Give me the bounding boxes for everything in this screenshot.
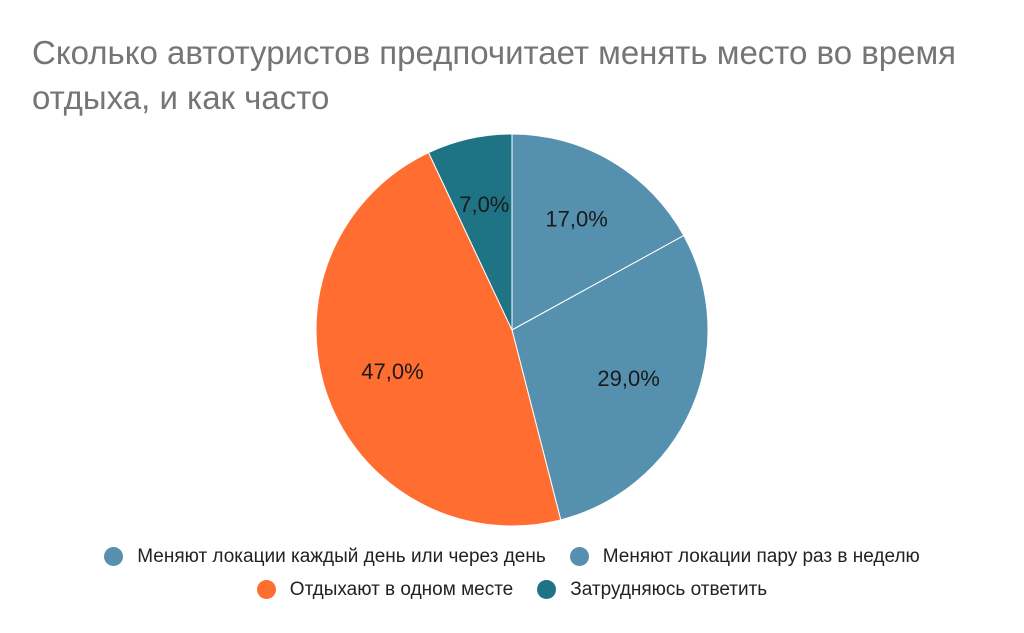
legend-marker-undecided [537, 580, 557, 599]
legend-item-daily: Меняют локации каждый день или через ден… [104, 546, 546, 568]
legend-label-one-place: Отдыхают в одном месте [289, 578, 514, 600]
pie-slice-daily [511, 133, 685, 331]
legend-item-one-place: Отдыхают в одном месте [256, 578, 514, 601]
pie-chart: 17,0% 29,0% 47,0% 7,0% [315, 133, 709, 527]
legend-marker-weekly [569, 547, 589, 566]
legend: Меняют локации каждый день или через ден… [0, 540, 1024, 606]
legend-label-weekly: Меняют локации пару раз в неделю [602, 545, 920, 567]
legend-marker-one-place [256, 580, 276, 599]
slice-value-label-weekly: 29,0% [597, 366, 659, 391]
slice-value-label-undecided: 7,0% [459, 192, 509, 217]
pie-slice-undecided [427, 133, 513, 331]
legend-item-undecided: Затрудняюсь ответить [537, 579, 767, 601]
legend-label-daily: Меняют локации каждый день или через ден… [137, 545, 546, 567]
legend-row-2: Отдыхают в одном месте Затрудняюсь ответ… [0, 573, 1024, 606]
pie-slice-one-place [315, 151, 562, 527]
legend-label-undecided: Затрудняюсь ответить [570, 578, 768, 600]
legend-item-weekly: Меняют локации пару раз в неделю [569, 545, 920, 568]
chart-title: Сколько автотуристов предпочитает менять… [32, 34, 957, 116]
legend-marker-daily [104, 547, 124, 566]
slice-value-label-one-place: 47,0% [361, 359, 423, 384]
legend-row-1: Меняют локации каждый день или через ден… [0, 540, 1024, 573]
slice-value-label-daily: 17,0% [545, 207, 607, 232]
pie-slice-weekly [511, 234, 709, 521]
